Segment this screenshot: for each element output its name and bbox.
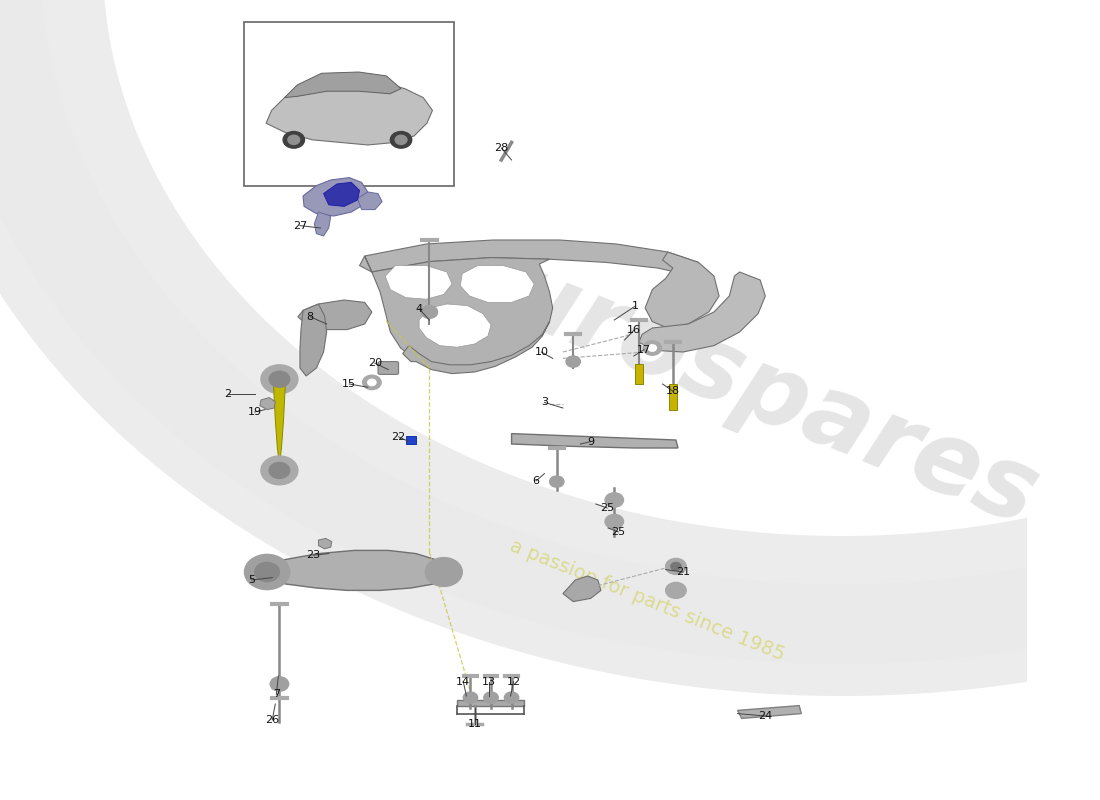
Text: 22: 22 xyxy=(392,432,406,442)
Text: 14: 14 xyxy=(456,677,471,686)
Text: 28: 28 xyxy=(494,143,508,153)
Polygon shape xyxy=(302,178,367,216)
Circle shape xyxy=(605,493,624,507)
Polygon shape xyxy=(358,192,382,210)
Polygon shape xyxy=(323,182,360,206)
Circle shape xyxy=(367,379,376,386)
Text: 12: 12 xyxy=(507,677,520,686)
Polygon shape xyxy=(285,72,402,98)
Polygon shape xyxy=(419,304,491,347)
Text: 23: 23 xyxy=(306,550,320,560)
FancyBboxPatch shape xyxy=(635,364,643,384)
Polygon shape xyxy=(460,266,535,302)
Text: 5: 5 xyxy=(249,575,255,585)
Text: 27: 27 xyxy=(293,221,307,230)
Circle shape xyxy=(395,135,407,145)
Text: 25: 25 xyxy=(612,527,626,537)
Text: 25: 25 xyxy=(600,503,614,513)
Text: 17: 17 xyxy=(637,345,651,354)
Polygon shape xyxy=(639,272,766,352)
Polygon shape xyxy=(385,266,452,299)
Circle shape xyxy=(566,356,581,367)
Text: 3: 3 xyxy=(541,398,548,407)
Polygon shape xyxy=(273,379,286,464)
Text: eurospares: eurospares xyxy=(428,221,1052,547)
Circle shape xyxy=(283,131,305,148)
Circle shape xyxy=(505,692,519,703)
Text: 4: 4 xyxy=(416,304,422,314)
Circle shape xyxy=(484,692,498,703)
Polygon shape xyxy=(318,538,332,549)
Text: 8: 8 xyxy=(307,312,314,322)
Text: 7: 7 xyxy=(273,690,279,699)
Circle shape xyxy=(271,677,288,691)
Polygon shape xyxy=(260,398,275,410)
Circle shape xyxy=(421,306,438,318)
Circle shape xyxy=(255,562,279,582)
Text: 10: 10 xyxy=(535,347,549,357)
Text: 2: 2 xyxy=(224,389,232,398)
Text: 1: 1 xyxy=(631,302,638,311)
FancyBboxPatch shape xyxy=(669,384,676,410)
Polygon shape xyxy=(300,304,327,376)
Circle shape xyxy=(270,462,289,478)
Circle shape xyxy=(648,345,657,351)
Polygon shape xyxy=(365,256,552,372)
Circle shape xyxy=(244,554,289,590)
Circle shape xyxy=(463,692,477,703)
Circle shape xyxy=(644,341,661,355)
Circle shape xyxy=(270,371,289,387)
Text: 26: 26 xyxy=(265,715,279,725)
Text: a passion for parts since 1985: a passion for parts since 1985 xyxy=(507,536,788,664)
Text: 21: 21 xyxy=(676,567,690,577)
Circle shape xyxy=(666,558,686,574)
Polygon shape xyxy=(512,434,678,448)
Polygon shape xyxy=(360,240,698,276)
Circle shape xyxy=(550,476,564,487)
Polygon shape xyxy=(266,78,432,145)
Circle shape xyxy=(671,562,681,570)
Text: 6: 6 xyxy=(532,476,540,486)
Circle shape xyxy=(363,375,381,390)
Polygon shape xyxy=(298,300,372,330)
Circle shape xyxy=(605,514,624,529)
Text: 15: 15 xyxy=(342,379,356,389)
Circle shape xyxy=(666,582,686,598)
Polygon shape xyxy=(406,436,416,444)
Text: 13: 13 xyxy=(482,677,496,686)
Text: 24: 24 xyxy=(758,711,772,721)
FancyBboxPatch shape xyxy=(244,22,454,186)
Text: 18: 18 xyxy=(666,386,680,396)
Polygon shape xyxy=(265,550,447,590)
Circle shape xyxy=(261,365,298,394)
Text: 9: 9 xyxy=(587,437,594,446)
Polygon shape xyxy=(0,0,1100,664)
Text: 19: 19 xyxy=(248,407,262,417)
Polygon shape xyxy=(315,212,331,236)
Polygon shape xyxy=(563,576,601,602)
FancyBboxPatch shape xyxy=(378,362,398,374)
Polygon shape xyxy=(403,322,550,374)
Text: 16: 16 xyxy=(627,326,641,335)
Circle shape xyxy=(288,135,299,145)
Circle shape xyxy=(426,558,462,586)
Polygon shape xyxy=(0,0,1100,696)
Circle shape xyxy=(261,456,298,485)
Polygon shape xyxy=(738,706,801,718)
Polygon shape xyxy=(458,700,524,706)
Text: 11: 11 xyxy=(468,719,482,729)
Polygon shape xyxy=(645,252,719,328)
Text: 20: 20 xyxy=(367,358,382,368)
Circle shape xyxy=(390,131,411,148)
